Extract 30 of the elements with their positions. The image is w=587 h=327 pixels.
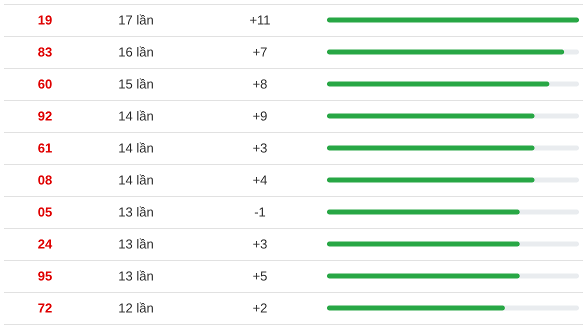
text: +2 [252, 300, 268, 316]
text: +4 [252, 172, 268, 188]
data-label: 14 lần [118, 108, 154, 124]
data-label: 16 lần [118, 44, 154, 60]
y-tick-label: 61 [38, 140, 52, 156]
text: -1 [254, 204, 266, 220]
y-tick-label: 92 [38, 108, 52, 124]
text: +3 [252, 236, 268, 252]
text: +5 [252, 268, 268, 284]
data-label: 14 lần [118, 172, 154, 188]
data-label: 17 lần [118, 12, 154, 28]
y-tick-label: 05 [38, 204, 52, 220]
text: +8 [252, 76, 268, 92]
text: +7 [252, 44, 268, 60]
text: +9 [252, 108, 268, 124]
y-tick-label: 08 [38, 172, 52, 188]
text: +11 [249, 12, 271, 28]
y-tick-label: 83 [38, 44, 52, 60]
data-label: 13 lần [118, 204, 154, 220]
data-label: 13 lần [118, 268, 154, 284]
text: +3 [252, 140, 268, 156]
data-label: 12 lần [118, 300, 154, 316]
data-label: 15 lần [118, 76, 154, 92]
y-tick-label: 72 [38, 300, 52, 316]
y-tick-label: 19 [38, 12, 52, 28]
data-label: 13 lần [118, 236, 154, 252]
y-tick-label: 60 [38, 76, 52, 92]
y-tick-label: 95 [38, 268, 52, 284]
y-tick-label: 24 [38, 236, 53, 252]
data-label: 14 lần [118, 140, 154, 156]
